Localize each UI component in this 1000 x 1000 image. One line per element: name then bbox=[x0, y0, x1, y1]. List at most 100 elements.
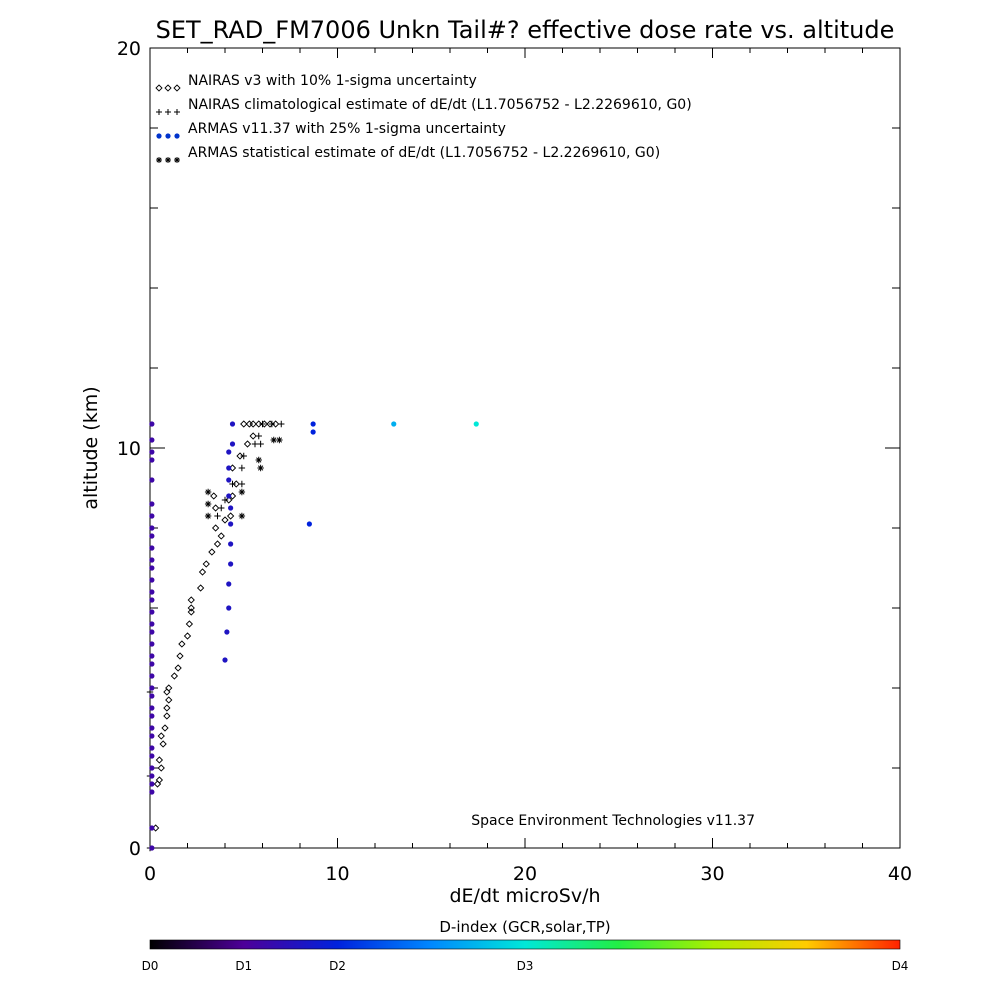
dot-point bbox=[149, 589, 155, 595]
legend-entry: ARMAS statistical estimate of dE/dt (L1.… bbox=[188, 145, 660, 161]
dot-point bbox=[149, 825, 155, 831]
diamond-point bbox=[187, 608, 195, 616]
diamond-point bbox=[236, 452, 244, 460]
dot-point bbox=[149, 705, 155, 711]
plus-point bbox=[268, 420, 276, 428]
x-tick-label: 40 bbox=[888, 863, 912, 885]
dot-point bbox=[228, 541, 234, 547]
dot-point bbox=[149, 577, 155, 583]
dot-point bbox=[226, 605, 232, 611]
plus-point bbox=[218, 504, 225, 512]
dot-point bbox=[149, 653, 155, 659]
plus-point bbox=[255, 432, 262, 440]
asterisk-point bbox=[204, 500, 212, 508]
plus-point bbox=[238, 480, 246, 488]
dot-point bbox=[149, 629, 155, 635]
x-axis-label: dE/dt microSv/h bbox=[449, 885, 600, 907]
dot-point bbox=[228, 521, 234, 527]
legend-entry: NAIRAS v3 with 10% 1-sigma uncertainty bbox=[188, 73, 477, 89]
diamond-point bbox=[157, 764, 165, 772]
legend-symbol bbox=[174, 109, 180, 115]
legend-symbol bbox=[174, 133, 180, 139]
diamond-point bbox=[211, 524, 220, 532]
diamond-point bbox=[153, 780, 162, 788]
x-tick-label: 20 bbox=[513, 863, 537, 885]
legend-symbol bbox=[156, 109, 162, 115]
asterisk-point bbox=[238, 488, 246, 496]
asterisk-point bbox=[204, 512, 212, 520]
plus-point bbox=[278, 420, 285, 428]
legend: NAIRAS v3 with 10% 1-sigma uncertainty NA… bbox=[155, 73, 692, 163]
diamond-point bbox=[161, 724, 169, 732]
diamond-point bbox=[249, 432, 257, 440]
plus-point bbox=[251, 440, 259, 448]
x-tick-label: 30 bbox=[700, 863, 724, 885]
dot-point bbox=[149, 621, 155, 627]
dot-point bbox=[149, 513, 155, 519]
dot-point bbox=[229, 421, 236, 427]
y-tick-labels: 0 10 20 bbox=[117, 38, 141, 860]
asterisk-point bbox=[204, 488, 212, 496]
dot-point bbox=[149, 765, 155, 771]
diamond-point bbox=[183, 632, 192, 640]
diamond-point bbox=[196, 584, 205, 592]
diamond-point bbox=[163, 704, 171, 712]
dot-point bbox=[149, 565, 155, 571]
colorbar bbox=[149, 939, 901, 950]
dot-point bbox=[149, 713, 155, 719]
diamond-point bbox=[249, 420, 257, 428]
credit-annotation: Space Environment Technologies v11.37 bbox=[471, 813, 755, 829]
diamond-point bbox=[155, 756, 164, 764]
diamond-point bbox=[232, 480, 240, 488]
dot-point bbox=[149, 733, 155, 739]
diamond-point bbox=[163, 688, 171, 696]
diamond-point bbox=[187, 604, 195, 612]
colorbar-label: D2 bbox=[329, 959, 346, 973]
dot-point bbox=[149, 725, 155, 731]
plus-point bbox=[238, 464, 246, 472]
diamond-point bbox=[159, 740, 167, 748]
diamond-point bbox=[211, 504, 220, 512]
dot-point bbox=[229, 441, 236, 447]
dot-point bbox=[149, 449, 155, 455]
x-tick-labels: 0 10 20 30 40 bbox=[144, 863, 912, 885]
diamond-point bbox=[187, 596, 195, 604]
colorbar-title: D-index (GCR,solar,TP) bbox=[439, 918, 610, 936]
dot-point bbox=[310, 421, 316, 427]
legend-entry: NAIRAS climatological estimate of dE/dt … bbox=[188, 97, 692, 113]
legend-symbol bbox=[156, 157, 162, 163]
asterisk-point bbox=[276, 436, 283, 444]
legend-symbol bbox=[164, 84, 172, 92]
plus-point bbox=[214, 512, 221, 520]
dot-point bbox=[149, 609, 155, 615]
dot-point bbox=[226, 477, 232, 483]
legend-symbol bbox=[156, 133, 162, 139]
x-tick-label: 0 bbox=[144, 863, 156, 885]
diamond-point bbox=[174, 664, 182, 672]
dot-point bbox=[310, 429, 316, 435]
colorbar-label: D1 bbox=[235, 959, 252, 973]
diamond-point bbox=[178, 640, 186, 648]
axis-ticks bbox=[149, 47, 901, 849]
dot-point bbox=[224, 629, 230, 635]
diamond-point bbox=[240, 420, 248, 428]
dot-point bbox=[226, 581, 232, 587]
dot-point bbox=[228, 505, 234, 511]
dot-point bbox=[306, 521, 312, 527]
series-plus bbox=[146, 420, 285, 852]
diamond-point bbox=[165, 684, 173, 692]
plus-point bbox=[259, 420, 266, 428]
legend-symbol bbox=[165, 157, 171, 163]
colorbar-label: D0 bbox=[142, 959, 159, 973]
plus-point bbox=[240, 452, 247, 460]
plus-point bbox=[146, 688, 154, 696]
dot-point bbox=[149, 557, 155, 563]
diamond-point bbox=[243, 440, 252, 448]
asterisk-point bbox=[257, 464, 264, 472]
diamond-point bbox=[221, 516, 229, 524]
asterisk-point bbox=[270, 436, 277, 444]
diamond-point bbox=[163, 712, 171, 720]
dot-point bbox=[222, 657, 228, 663]
series-dot bbox=[149, 421, 479, 851]
asterisk-point bbox=[238, 512, 246, 520]
